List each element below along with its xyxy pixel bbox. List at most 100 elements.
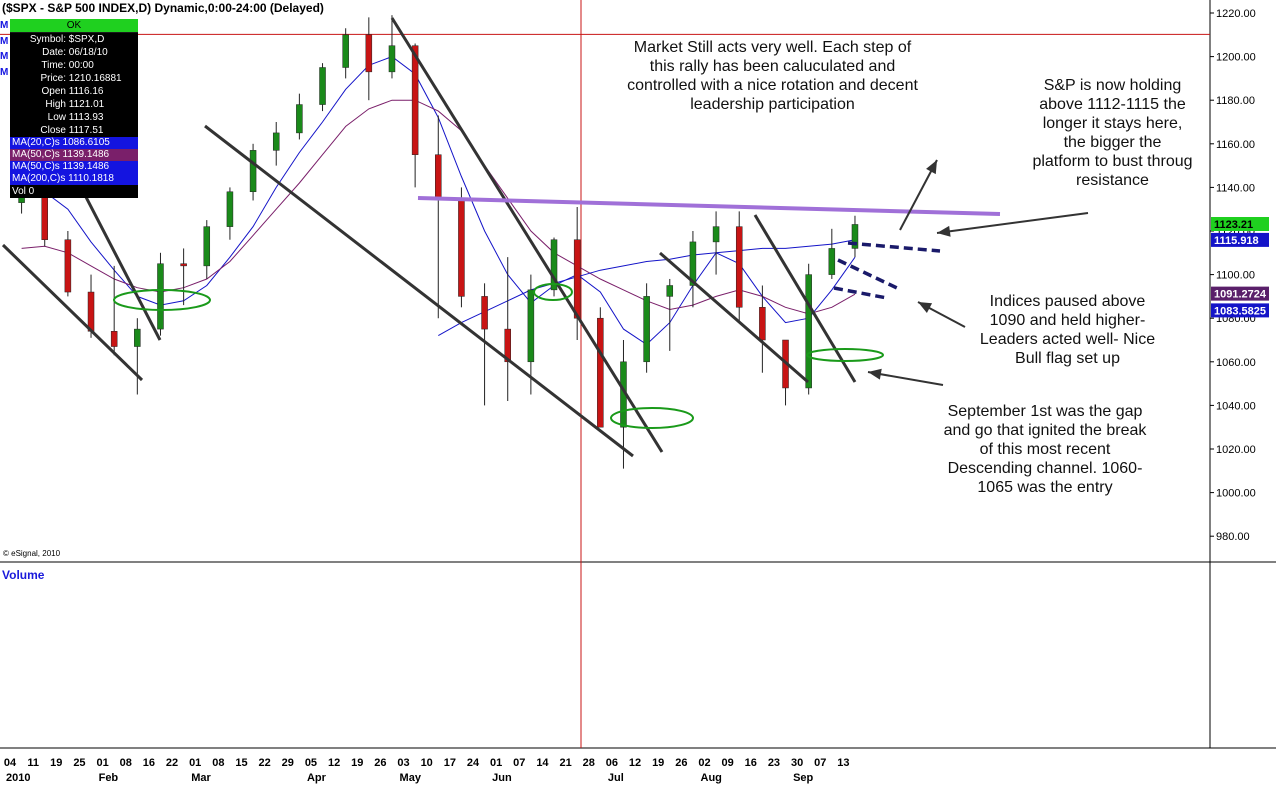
status-ok-badge[interactable]: OK xyxy=(10,19,138,33)
x-day-label: 12 xyxy=(629,757,641,769)
x-day-label: 16 xyxy=(745,757,757,769)
candle-week xyxy=(319,63,326,112)
x-day-label: 26 xyxy=(374,757,386,769)
candle-body xyxy=(249,150,257,193)
candle-week xyxy=(296,93,303,140)
price-tag-bg xyxy=(1211,217,1269,232)
x-day-label: 25 xyxy=(73,757,85,769)
candle-body xyxy=(203,226,211,267)
x-day-label: 04 xyxy=(4,757,17,769)
arrow-shaft xyxy=(936,212,1089,234)
x-day-label: 11 xyxy=(27,757,39,769)
candle-body xyxy=(527,289,535,363)
x-month-label: Apr xyxy=(307,772,327,784)
x-day-label: 28 xyxy=(583,757,595,769)
candle-body xyxy=(157,263,164,330)
annotation-market-acts-well: Market Still acts very well. Each step o… xyxy=(627,39,918,113)
price-tag-text: 1091.2724 xyxy=(1214,289,1267,301)
flag-dashed-line xyxy=(847,241,941,253)
candle-body xyxy=(573,239,581,319)
x-day-label: 01 xyxy=(490,757,502,769)
x-day-label: 07 xyxy=(814,757,826,769)
flag-dashed-line xyxy=(837,258,898,290)
highlight-ellipse xyxy=(610,407,694,429)
ma-tag-1: M xyxy=(0,20,9,31)
price-tag-bg xyxy=(1211,286,1269,301)
annotation-september-gap: September 1st was the gap and go that ig… xyxy=(943,403,1147,496)
price-tag-text: 1123.21 xyxy=(1214,219,1253,231)
x-month-label: Feb xyxy=(99,772,119,784)
y-tick-label: 1060.00 xyxy=(1216,357,1256,369)
candle-body xyxy=(110,331,118,347)
price-tag: 1091.2724 xyxy=(1211,286,1269,301)
x-day-label: 26 xyxy=(675,757,687,769)
candle-body xyxy=(712,226,720,243)
x-day-label: 07 xyxy=(513,757,525,769)
y-tick-label: 1160.00 xyxy=(1216,139,1255,151)
candle-body xyxy=(666,285,674,297)
plot-background xyxy=(0,0,1210,560)
info-ma50-a: MA(50,C)s 1139.1486 xyxy=(10,149,138,161)
candle-week xyxy=(828,228,836,279)
candle-week xyxy=(504,257,511,402)
candle-body xyxy=(643,296,650,363)
x-day-label: 29 xyxy=(282,757,294,769)
price-tag-text: 1083.5825 xyxy=(1214,305,1266,317)
candle-week xyxy=(157,252,164,336)
annotation-arrow xyxy=(936,212,1089,237)
candle-week xyxy=(666,278,674,351)
y-tick-label: 1140.00 xyxy=(1216,182,1255,194)
x-day-label: 08 xyxy=(212,757,224,769)
info-row-symbol: Symbol: $SPX,D xyxy=(29,34,105,45)
candle-body xyxy=(458,198,465,297)
candle-body xyxy=(134,328,141,347)
candle-body xyxy=(180,263,187,267)
channel-trendline xyxy=(390,17,664,453)
info-row-price: Price: 1210.16881 xyxy=(40,73,122,84)
x-month-label: May xyxy=(400,772,422,784)
candle-week xyxy=(180,248,187,306)
cursor-info-box[interactable]: OK Symbol: $SPX,D Date: 06/18/10 Time: 0… xyxy=(10,19,138,198)
x-day-label: 30 xyxy=(791,757,803,769)
x-day-label: 03 xyxy=(397,757,409,769)
candle-body xyxy=(504,328,511,363)
x-day-label: 19 xyxy=(50,757,62,769)
x-day-label: 01 xyxy=(189,757,201,769)
candle-week xyxy=(342,28,349,79)
candle-body xyxy=(296,104,303,134)
info-row-open: Open 1116.16 xyxy=(41,86,104,97)
y-tick-label: 1180.00 xyxy=(1216,95,1255,107)
candle-body xyxy=(87,291,95,332)
candle-week xyxy=(110,265,118,356)
y-tick-label: 1000.00 xyxy=(1216,488,1256,500)
x-day-label: 19 xyxy=(351,757,363,769)
candle-week xyxy=(203,220,211,279)
x-month-label: Sep xyxy=(793,772,813,784)
candle-week xyxy=(134,318,141,395)
ma-tag-2: M xyxy=(0,36,9,47)
candle-body xyxy=(805,274,812,389)
candle-body xyxy=(365,34,373,73)
highlight-ellipse xyxy=(533,283,573,301)
x-day-label: 19 xyxy=(652,757,664,769)
annotation-arrow xyxy=(917,301,966,328)
price-tag: 1083.5825 xyxy=(1211,303,1269,318)
y-tick-label: 1020.00 xyxy=(1216,444,1256,456)
x-day-label: 06 xyxy=(606,757,618,769)
x-month-label: Jun xyxy=(492,772,512,784)
channel-trendline xyxy=(204,124,634,458)
candle-body xyxy=(342,34,349,68)
info-ma20: MA(20,C)s 1086.6105 xyxy=(10,137,138,149)
info-row-low: Low 1113.93 xyxy=(47,112,104,123)
x-day-label: 12 xyxy=(328,757,340,769)
candle-week xyxy=(458,187,465,308)
candle-body xyxy=(735,226,743,308)
channel-trendline xyxy=(753,214,857,383)
y-tick-label: 1220.00 xyxy=(1216,8,1256,20)
candle-body xyxy=(226,191,234,227)
chart-title: ($SPX - S&P 500 INDEX,D) Dynamic,0:00-24… xyxy=(2,1,324,15)
price-tag-bg xyxy=(1211,303,1269,318)
x-day-label: 22 xyxy=(259,757,271,769)
candle-week xyxy=(597,307,604,428)
candle-body xyxy=(481,296,488,330)
